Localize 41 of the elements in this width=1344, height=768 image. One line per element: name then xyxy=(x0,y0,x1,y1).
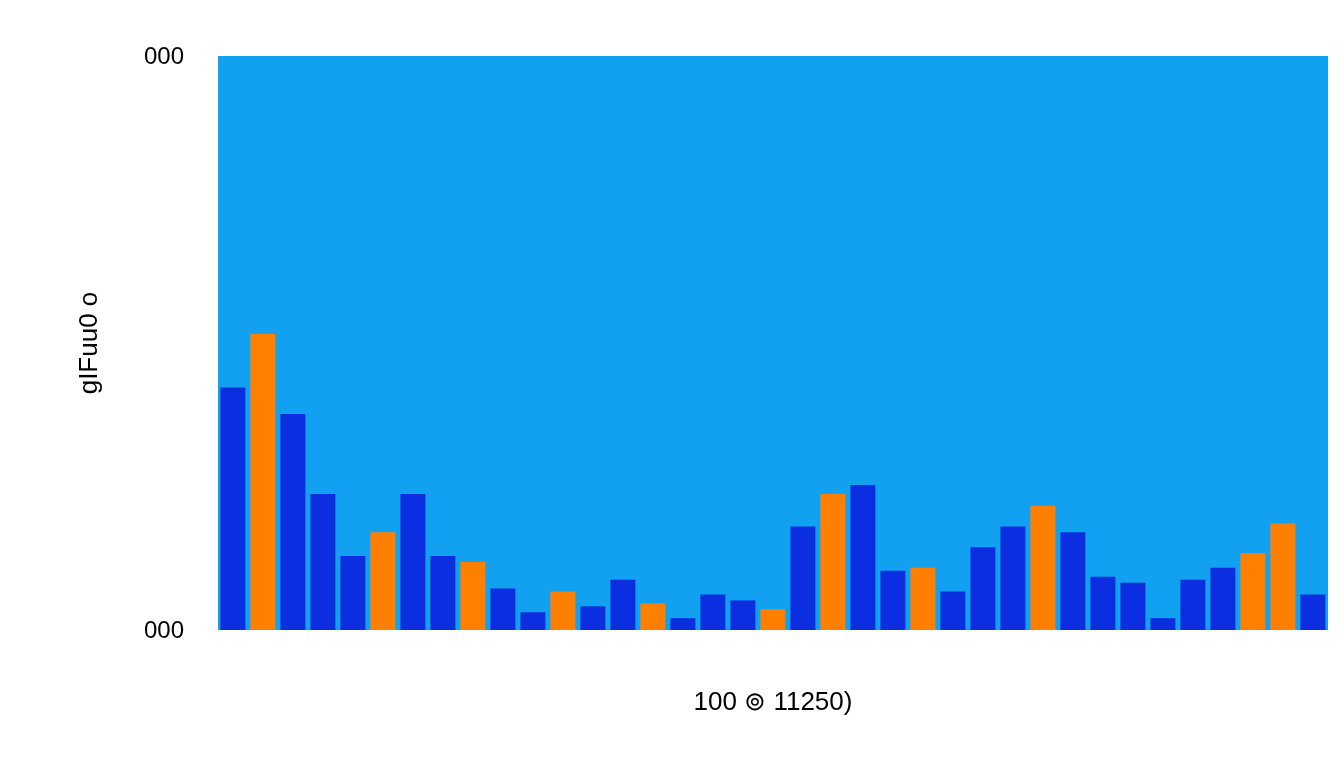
bar xyxy=(970,547,996,630)
bar xyxy=(550,591,576,630)
bar xyxy=(850,485,876,630)
y-axis-title: gIFuu0 o xyxy=(73,291,104,395)
bar xyxy=(1120,582,1146,630)
bar xyxy=(1270,523,1296,630)
bar xyxy=(280,414,306,630)
bar xyxy=(310,493,336,630)
bar xyxy=(700,594,726,630)
bar xyxy=(910,567,936,630)
bar xyxy=(670,618,696,630)
bar xyxy=(460,561,486,630)
bar xyxy=(520,612,546,630)
bar xyxy=(220,387,246,630)
bar xyxy=(790,526,816,630)
text: 000 xyxy=(143,616,184,644)
bar xyxy=(250,334,276,630)
bar xyxy=(400,493,426,630)
bar xyxy=(1090,576,1116,630)
bar xyxy=(490,588,516,630)
bar xyxy=(1150,618,1176,630)
bar xyxy=(880,570,906,630)
bar xyxy=(1300,594,1326,630)
bar xyxy=(940,591,966,630)
bar xyxy=(1210,567,1236,630)
bar xyxy=(1030,505,1056,630)
bar xyxy=(370,532,396,630)
bar xyxy=(760,609,786,630)
bar xyxy=(430,556,456,630)
x-axis-title: 100 ⊚ 11250) xyxy=(693,686,853,716)
bar xyxy=(610,579,636,630)
bar xyxy=(730,600,756,630)
bar xyxy=(820,493,846,630)
bar xyxy=(1000,526,1026,630)
bar xyxy=(640,603,666,630)
text: 000 xyxy=(143,42,184,70)
bar xyxy=(1060,532,1086,630)
bar xyxy=(1240,553,1266,630)
bar xyxy=(340,556,366,630)
bar xyxy=(580,606,606,630)
bar xyxy=(1180,579,1206,630)
